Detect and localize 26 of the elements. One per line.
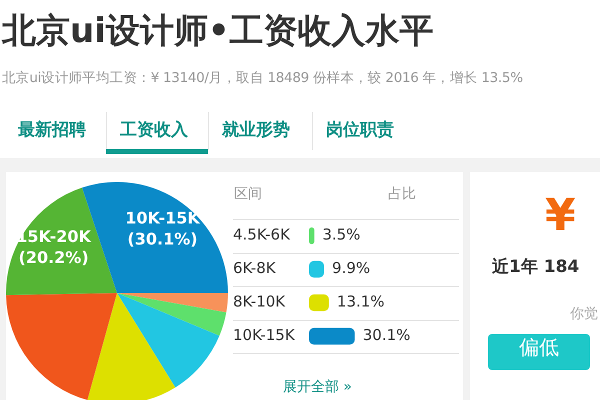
data-label: 3.5% <box>322 226 360 244</box>
text: 你觉 <box>570 305 598 323</box>
text: 最新招聘 <box>18 119 86 141</box>
text: 北京ui设计师平均工资：¥ 13140/月，取自 18489 份样本，较 2016 年，增长 13.5% <box>2 69 523 87</box>
text: 偏低 <box>488 334 590 370</box>
y-tick-label: 6K-8K <box>233 259 277 278</box>
data-label: 13.1% <box>336 292 385 311</box>
data-label: (20.2%) <box>18 248 89 267</box>
text: 展开全部 » <box>282 378 353 396</box>
x-axis-title: 占比 <box>388 185 416 203</box>
data-label: 30.1% <box>362 326 410 344</box>
text: ¥ <box>545 190 576 241</box>
y-axis-title: 区间 <box>234 185 262 203</box>
y-tick-label: 10K-15K <box>233 326 296 344</box>
text: 岗位职责 <box>326 119 394 141</box>
chart-title: 北京ui设计师•工资收入水平 <box>2 10 434 53</box>
text: 近1年 184 <box>492 256 580 278</box>
y-tick-label: 4.5K-6K <box>233 226 292 244</box>
text: 工资收入 <box>120 119 188 141</box>
text: 就业形势 <box>222 119 290 141</box>
bar <box>309 328 355 345</box>
slice-label: 10K-15K <box>125 208 200 228</box>
data-label: (30.1%) <box>127 230 198 249</box>
bar <box>309 294 329 312</box>
y-tick-label: 8K-10K <box>233 292 286 311</box>
data-label: 9.9% <box>332 259 370 278</box>
